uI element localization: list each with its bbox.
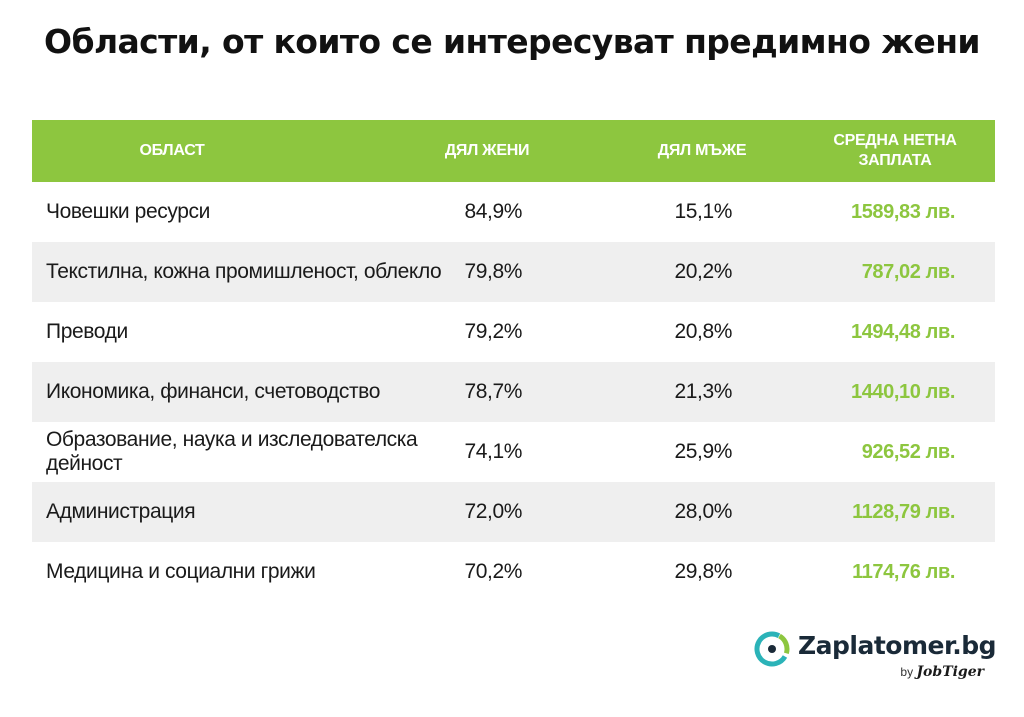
cell-women-share: 79,8% [464,260,522,283]
table-row: Преводи 79,2% 20,8% 1494,48 лв. [32,302,995,362]
cell-area: Текстилна, кожна промишленост, облекло [46,260,442,283]
cell-salary: 787,02 лв. [861,260,956,283]
cell-men-share: 20,2% [674,260,732,283]
header-men: ДЯЛ МЪЖЕ [657,142,747,159]
cell-salary: 926,52 лв. [861,440,956,463]
header-area: ОБЛАСТ [139,142,205,159]
header-salary: СРЕДНА НЕТНА ЗАПЛАТА [833,132,957,169]
table-header: ОБЛАСТ ДЯЛ ЖЕНИ ДЯЛ МЪЖЕ СРЕДНА НЕТНА ЗА… [32,120,995,182]
logo-name: Zaplatomer.bg [798,631,997,660]
table-row: Администрация 72,0% 28,0% 1128,79 лв. [32,482,995,542]
cell-salary: 1128,79 лв. [852,500,955,523]
cell-women-share: 78,7% [464,380,522,403]
zaplatomer-logo: Zaplatomer.bg by JobTiger [752,628,997,688]
cell-area: Медицина и социални грижи [46,560,316,583]
page-title: Области, от които се интересуват предимн… [44,22,981,61]
cell-salary: 1589,83 лв. [850,200,955,223]
cell-men-share: 20,8% [674,320,732,343]
cell-women-share: 84,9% [464,200,522,223]
table-row: Текстилна, кожна промишленост, облекло 79… [32,242,995,302]
cell-women-share: 79,2% [464,320,522,343]
table-row: Човешки ресурси 84,9% 15,1% 1589,83 лв. [32,182,995,242]
cell-men-share: 21,3% [674,380,732,403]
cell-area: Икономика, финанси, счетоводство [46,380,380,403]
logo-byline: by JobTiger [900,664,984,680]
logo-icon [754,631,790,667]
table-row: Образование, наука и изследователска дей… [32,422,995,482]
header-women: ДЯЛ ЖЕНИ [444,142,530,159]
cell-area: Човешки ресурси [46,200,210,223]
logo-brand: JobTiger [916,664,984,680]
cell-women-share: 70,2% [464,560,522,583]
data-table: ОБЛАСТ ДЯЛ ЖЕНИ ДЯЛ МЪЖЕ СРЕДНА НЕТНА ЗА… [32,120,995,602]
cell-women-share: 72,0% [464,500,522,523]
cell-salary: 1440,10 лв. [850,380,955,403]
table-row: Икономика, финанси, счетоводство 78,7% 21,… [32,362,995,422]
cell-area: Преводи [46,320,128,343]
table-row: Медицина и социални грижи 70,2% 29,8% 1174,… [32,542,995,602]
cell-men-share: 29,8% [674,560,732,583]
cell-salary: 1494,48 лв. [850,320,955,343]
cell-area: Администрация [46,500,196,523]
logo-by: by [900,665,914,679]
cell-men-share: 28,0% [674,500,732,523]
cell-men-share: 15,1% [674,200,732,223]
cell-area: Образование, наука и изследователска дей… [46,428,418,475]
cell-women-share: 74,1% [464,440,522,463]
cell-salary: 1174,76 лв. [852,560,955,583]
cell-men-share: 25,9% [674,440,732,463]
table-body: Човешки ресурси 84,9% 15,1% 1589,83 лв. Текс… [32,182,995,602]
